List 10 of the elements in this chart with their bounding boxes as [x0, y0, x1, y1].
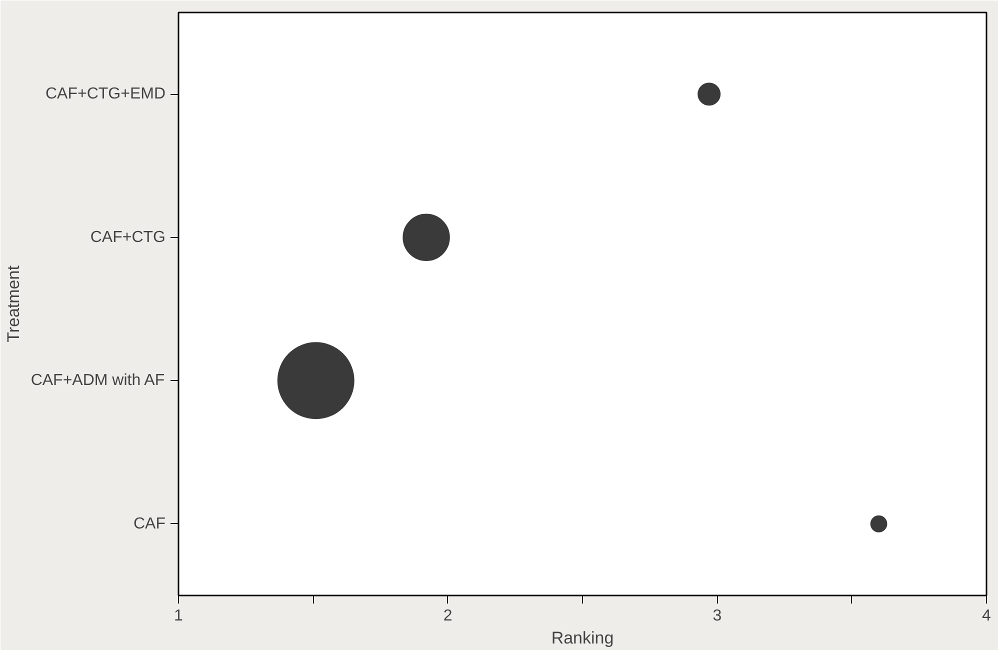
y-tick-label: CAF+ADM with AF	[30, 372, 165, 390]
y-tick-label: CAF	[134, 515, 166, 532]
x-tick-label: 1	[174, 608, 184, 624]
y-tick-label: CAF+CTG	[90, 228, 166, 246]
x-tick-label: 3	[712, 608, 722, 624]
x-tick-label: 2	[443, 608, 452, 624]
y-tick-label: CAF+CTG+EMD	[45, 86, 166, 103]
y-axis-title: Treatment	[4, 265, 23, 342]
x-tick-label: 4	[982, 608, 992, 624]
x-axis-title: Ranking	[551, 628, 614, 648]
